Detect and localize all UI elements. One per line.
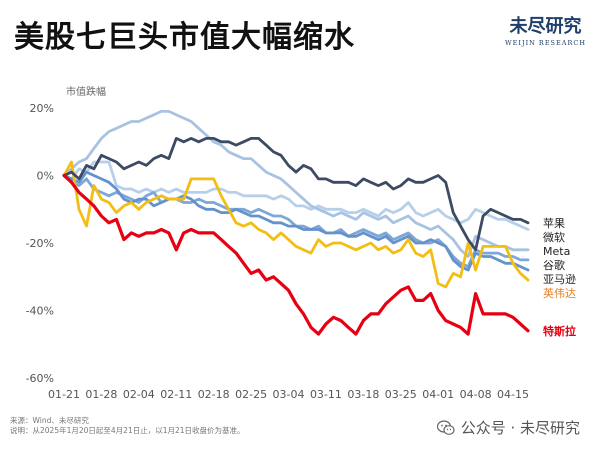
wechat-account-text: 公众号 · 未尽研究 [460,419,580,437]
series-label: 亚马逊 [543,273,576,286]
wechat-icon [436,419,455,435]
x-tick-label: 01-28 [85,388,117,401]
chart-title: 美股七巨头市值大幅缩水 [14,20,355,55]
y-tick-label: 20% [30,102,54,115]
y-tick-label: -20% [26,237,54,250]
series-label: 特斯拉 [543,324,576,338]
series-label: 苹果 [543,216,565,230]
x-tick-label: 03-04 [273,388,305,401]
x-tick-label: 03-11 [310,388,342,401]
explanation-note: 说明：从2025年1月20日起至4月21日止，以1月21日收盘价为基准。 [10,426,245,435]
y-tick-label: -60% [26,372,54,385]
x-tick-label: 01-21 [48,388,80,401]
x-tick-label: 04-01 [422,388,454,401]
x-tick-label: 04-08 [460,388,492,401]
series-line-Meta [62,110,530,258]
y-axis-label: 市值跌幅 [66,87,106,98]
logo-english-text: WEIJIN RESEARCH [505,39,586,47]
series-line-亚马逊 [62,170,530,272]
series-line-微软 [62,160,530,231]
wechat-account: 公众号 · 未尽研究 [436,417,580,438]
x-tick-label: 04-15 [497,388,529,401]
series-line-英伟达 [62,160,530,289]
x-tick-label: 02-04 [123,388,155,401]
x-tick-label: 02-11 [160,388,192,401]
series-line-苹果 [62,137,530,252]
source-note: 来源：Wind、未尽研究 [10,416,89,425]
logo-chinese-text: 未尽研究 [509,16,582,37]
brand-logo: 未尽研究 WEIJIN RESEARCH [505,12,586,47]
series-line-特斯拉 [62,173,530,336]
series-label: 谷歌 [543,258,565,272]
y-tick-label: 0% [37,170,54,183]
x-tick-label: 02-25 [235,388,267,401]
x-tick-label: 02-18 [198,388,230,401]
series-label: Meta [543,245,570,258]
x-tick-label: 03-25 [385,388,417,401]
x-tick-label: 03-18 [347,388,379,401]
series-label: 英伟达 [543,286,576,300]
series-label: 微软 [543,230,565,244]
y-tick-label: -40% [26,305,54,318]
